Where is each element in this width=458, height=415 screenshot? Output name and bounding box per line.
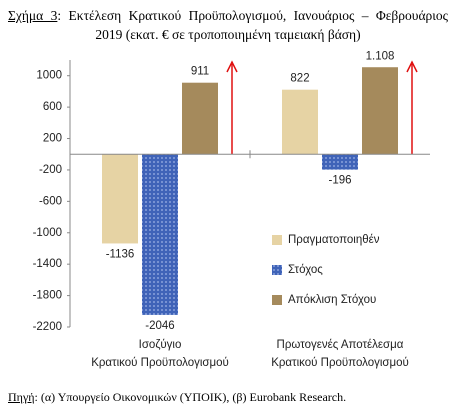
y-tick-label: -1400 <box>33 258 62 270</box>
y-tick-label: -2200 <box>33 321 62 333</box>
source: Πηγή: (α) Υπουργείο Οικονομικών (ΥΠΟΙΚ),… <box>8 390 346 405</box>
data-label: 822 <box>290 73 309 85</box>
bar <box>142 154 178 315</box>
bar <box>362 67 398 155</box>
legend-swatch <box>272 265 282 275</box>
bar <box>182 82 218 155</box>
legend-swatch <box>272 295 282 305</box>
arrow-head <box>406 60 418 73</box>
title-text: : Εκτέλεση Κρατικού Προϋπολογισμού, Ιανο… <box>57 8 448 42</box>
bar <box>322 154 358 170</box>
legend-label: Απόκλιση Στόχου <box>288 294 376 306</box>
x-tick-line: Κρατικού Προϋπολογισμού <box>271 357 409 369</box>
y-tick-label: -1000 <box>33 227 62 239</box>
source-label: Πηγή <box>8 390 35 404</box>
y-tick-label: -200 <box>39 164 62 176</box>
x-tick-line: Πρωτογενές Αποτέλεσμα <box>277 339 404 351</box>
legend-swatch <box>272 235 282 245</box>
x-tick-line: Ισοζύγιο <box>139 339 182 351</box>
x-tick-label: Πρωτογενές Αποτέλεσμα Κρατικού Προϋπολογι… <box>271 339 409 369</box>
bar <box>102 154 138 244</box>
x-tick-label: Ισοζύγιο Κρατικού Προϋπολογισμού <box>91 339 229 369</box>
y-tick-label: 600 <box>43 101 62 113</box>
legend-label: Πραγματοποιηθέν <box>288 234 380 246</box>
y-tick-label: -1800 <box>33 290 62 302</box>
figure-label: Σχήμα 3 <box>8 8 58 23</box>
data-label: -1136 <box>106 248 135 260</box>
data-label: 911 <box>191 66 209 78</box>
chart-title: Σχήμα 3: Εκτέλεση Κρατικού Προϋπολογισμο… <box>8 6 448 44</box>
y-tick-label: 1000 <box>36 70 62 82</box>
data-label: -196 <box>328 175 351 187</box>
chart: -2200 -1800 -1400 -1000 -600 -200 200 600 1000 Ισ… <box>33 50 430 369</box>
data-label: 1.108 <box>366 50 395 62</box>
y-tick-label: 200 <box>43 133 62 145</box>
y-tick-label: -600 <box>39 195 62 207</box>
source-text: : (α) Υπουργείο Οικονομικών (ΥΠΟΙΚ), (β)… <box>34 390 347 404</box>
x-tick-line: Κρατικού Προϋπολογισμού <box>91 357 229 369</box>
arrow-head <box>226 60 238 73</box>
data-label: -2046 <box>145 320 174 332</box>
bar <box>282 89 318 155</box>
legend-label: Στόχος <box>288 264 323 276</box>
